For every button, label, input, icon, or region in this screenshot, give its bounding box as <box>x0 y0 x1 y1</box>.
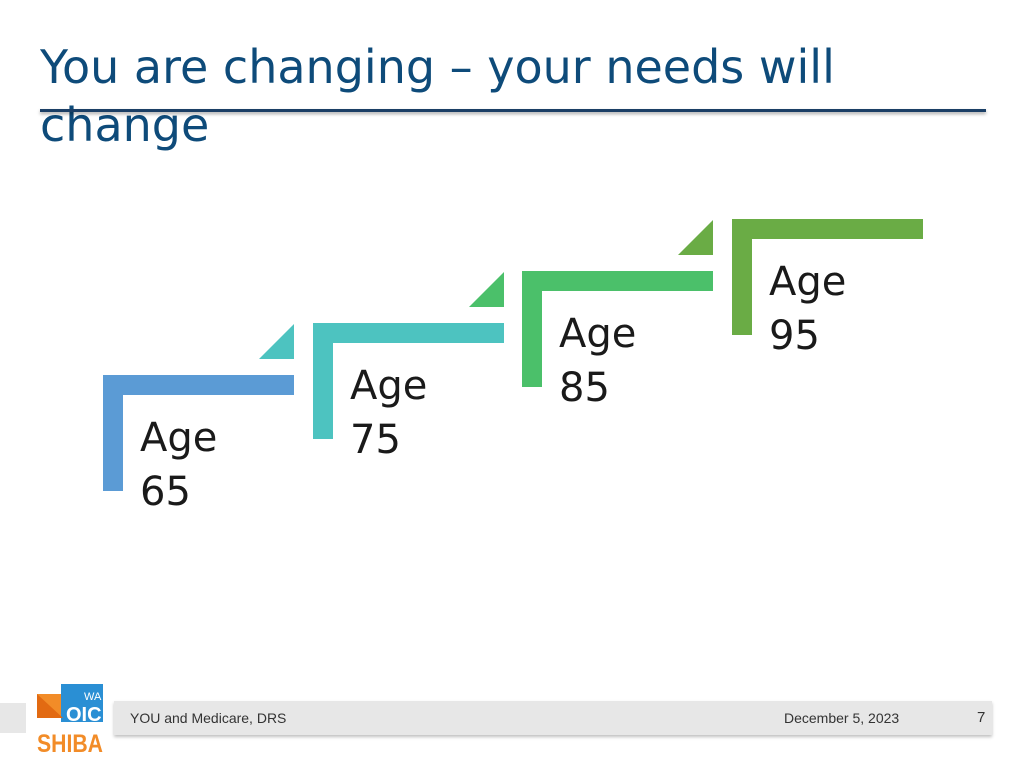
step-arrow-triangle <box>259 324 294 359</box>
step-bar-left <box>313 323 333 439</box>
title-underline <box>40 109 986 112</box>
step-bar-top <box>732 219 923 239</box>
step-bar-top <box>103 375 294 395</box>
step-label: Age 65 <box>140 415 218 515</box>
svg-text:SHIBA: SHIBA <box>37 730 103 756</box>
step-label: Age 75 <box>350 363 428 463</box>
step-bar-left <box>103 375 123 491</box>
step-bar-left <box>732 219 752 335</box>
svg-text:OIC: OIC <box>66 704 102 726</box>
page-number: 7 <box>977 709 986 726</box>
footer-date: December 5, 2023 <box>784 710 900 726</box>
step-arrow-triangle <box>678 220 713 255</box>
slide-title: You are changing – your needs will chang… <box>40 40 835 152</box>
footer-left-stub <box>0 703 26 733</box>
step-label: Age 85 <box>559 311 637 411</box>
wa-oic-shiba-logo: WA OIC SHIBA <box>37 684 103 756</box>
svg-text:WA: WA <box>84 691 102 703</box>
step-bar-top <box>522 271 713 291</box>
footer-presentation-title: YOU and Medicare, DRS <box>130 710 287 726</box>
step-arrow-triangle <box>469 272 504 307</box>
step-label: Age 95 <box>769 259 847 359</box>
step-bar-left <box>522 271 542 387</box>
step-bar-top <box>313 323 504 343</box>
footer-bar <box>114 701 992 735</box>
